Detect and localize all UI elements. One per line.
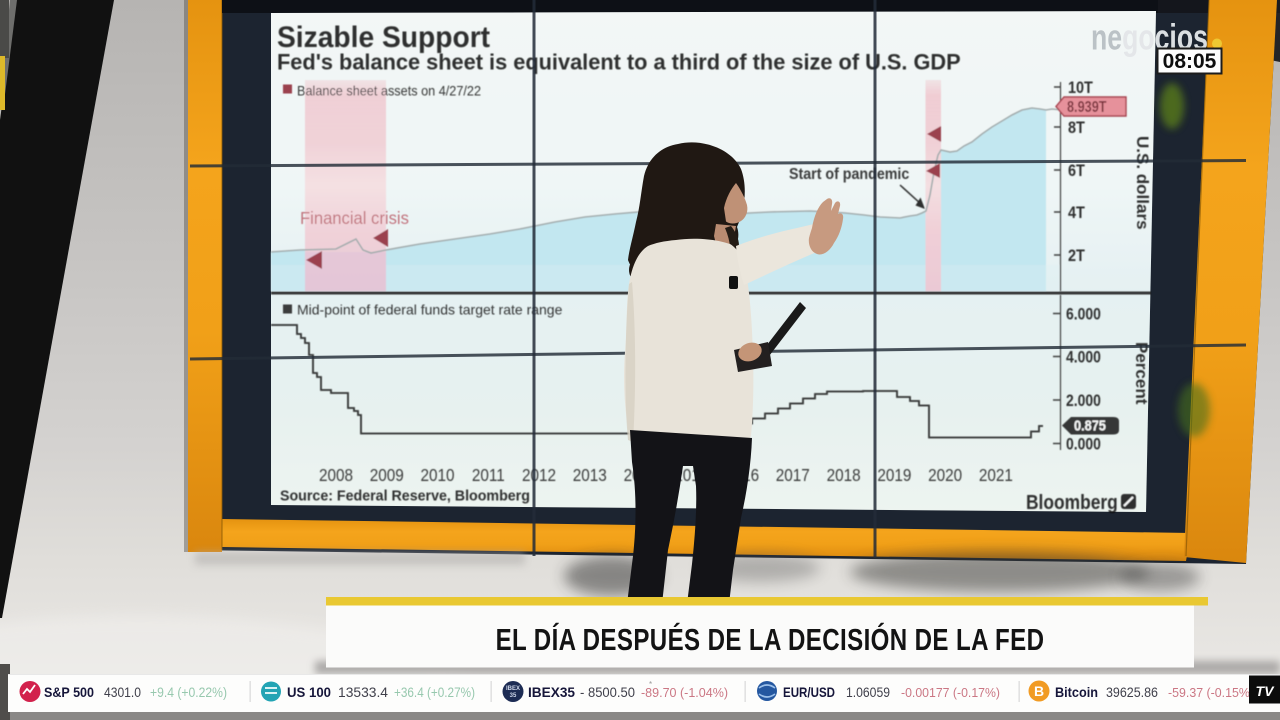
svg-text:2010: 2010	[420, 465, 454, 485]
svg-text:08:05: 08:05	[1163, 50, 1217, 73]
svg-text:IBEX: IBEX	[506, 686, 520, 692]
svg-text:IBEX35: IBEX35	[528, 684, 575, 700]
svg-text:0.000: 0.000	[1066, 435, 1101, 454]
svg-text:6.000: 6.000	[1066, 305, 1101, 324]
svg-text:+9.4 (+0.22%): +9.4 (+0.22%)	[150, 685, 227, 700]
svg-text:B: B	[1034, 683, 1044, 699]
svg-text:35: 35	[510, 693, 517, 699]
svg-text:2011: 2011	[472, 465, 505, 485]
svg-text:S&P 500: S&P 500	[44, 684, 94, 700]
svg-text:13533.4: 13533.4	[338, 685, 388, 700]
svg-text:Start of pandemic: Start of pandemic	[789, 167, 909, 184]
svg-text:2012: 2012	[522, 465, 556, 485]
svg-text:TV: TV	[1256, 683, 1276, 699]
svg-text:2021: 2021	[979, 465, 1013, 485]
svg-text:Financial crisis: Financial crisis	[300, 209, 409, 228]
svg-text:2013: 2013	[573, 465, 607, 485]
svg-text:4301.0: 4301.0	[104, 685, 141, 700]
svg-text:2019: 2019	[877, 465, 911, 485]
svg-text:-89.70 (-1.04%): -89.70 (-1.04%)	[641, 685, 728, 700]
svg-text:4T: 4T	[1068, 204, 1085, 222]
svg-text:2.000: 2.000	[1066, 392, 1101, 411]
svg-text:US 100: US 100	[287, 684, 331, 700]
svg-text:Sizable Support: Sizable Support	[277, 21, 490, 54]
svg-text:EL DÍA DESPUÉS DE LA DECISIÓN: EL DÍA DESPUÉS DE LA DECISIÓN DE LA FED	[496, 622, 1045, 656]
svg-text:Bloomberg: Bloomberg	[1026, 491, 1118, 513]
svg-text:10T: 10T	[1068, 79, 1093, 97]
svg-text:Fed's balance sheet is equival: Fed's balance sheet is equivalent to a t…	[277, 49, 961, 74]
svg-text:4.000: 4.000	[1066, 348, 1101, 367]
svg-text:- 8500.50: - 8500.50	[580, 685, 635, 700]
svg-text:Percent: Percent	[1132, 342, 1151, 405]
svg-text:0.875: 0.875	[1074, 416, 1106, 433]
svg-text:Balance sheet assets on 4/27/2: Balance sheet assets on 4/27/22	[297, 83, 481, 98]
svg-text:+36.4 (+0.27%): +36.4 (+0.27%)	[394, 685, 475, 700]
svg-text:6T: 6T	[1068, 162, 1085, 180]
svg-text:-0.00177 (-0.17%): -0.00177 (-0.17%)	[901, 685, 1000, 700]
svg-text:EUR/USD: EUR/USD	[783, 684, 835, 700]
svg-text:39625.86: 39625.86	[1106, 685, 1158, 700]
svg-text:2008: 2008	[319, 465, 353, 485]
svg-text:1.06059: 1.06059	[846, 685, 890, 700]
svg-text:-59.37 (-0.15%): -59.37 (-0.15%)	[1168, 685, 1254, 700]
svg-text:2020: 2020	[928, 465, 962, 485]
svg-text:2017: 2017	[776, 465, 810, 485]
svg-text:U.S. dollars: U.S. dollars	[1133, 136, 1152, 230]
svg-text:2009: 2009	[370, 465, 404, 485]
svg-text:8T: 8T	[1068, 119, 1085, 137]
svg-text:8.939T: 8.939T	[1067, 99, 1107, 116]
svg-text:2T: 2T	[1068, 247, 1085, 265]
svg-text:Bitcoin: Bitcoin	[1055, 684, 1098, 700]
svg-text:*: *	[649, 680, 652, 689]
svg-text:2018: 2018	[827, 465, 861, 485]
svg-text:Source: Federal Reserve, Bloom: Source: Federal Reserve, Bloomberg	[280, 488, 530, 504]
svg-text:Mid-point of federal funds tar: Mid-point of federal funds target rate r…	[297, 302, 563, 318]
